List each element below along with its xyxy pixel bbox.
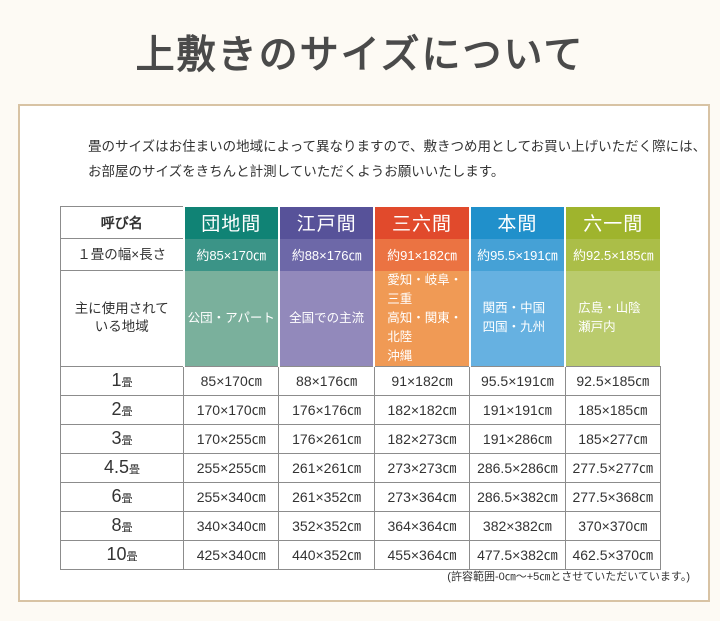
mat-count-number: 4.5: [103, 457, 130, 477]
size-value-cell-3: 182×273㎝: [373, 423, 471, 454]
regions-cell-5: 広島・山陰 瀬戸内: [564, 270, 661, 366]
size-row-3畳: 3畳 170×255㎝ 176×261㎝ 182×273㎝ 191×286㎝ 185×27…: [60, 423, 661, 454]
mat-count-unit: 畳: [121, 493, 133, 505]
mat-width-row-label: １畳の幅×長さ: [60, 238, 184, 271]
mat-count-label: 10畳: [60, 539, 184, 570]
size-value-cell-3: 273×364㎝: [373, 481, 471, 512]
mat-count-label: 1畳: [60, 365, 184, 396]
regions-cell-1: 公団・アパート: [182, 270, 279, 366]
size-value-cell-3: 364×364㎝: [373, 510, 471, 541]
mat-count-label: 6畳: [60, 481, 184, 512]
regions-cell-2: 全国での主流: [277, 270, 375, 366]
size-value-cell-1: 85×170㎝: [182, 365, 280, 396]
mat-width-cell-2: 約88×176㎝: [277, 238, 375, 271]
size-value-cell-3: 91×182㎝: [373, 365, 471, 396]
size-value-cell-1: 170×170㎝: [182, 394, 280, 425]
mat-width-row: １畳の幅×長さ 約85×170㎝ 約88×176㎝ 約91×182㎝ 約95.5×191…: [60, 238, 661, 271]
size-value-cell-2: 261×352㎝: [278, 481, 375, 512]
tatami-size-table: 呼び名 団地間 江戸間 三六間 本間 六一間 １畳の幅×長さ 約85×170㎝ 約88×176…: [60, 206, 661, 570]
size-value-cell-4: 477.5×382㎝: [469, 539, 566, 570]
mat-count-unit: 畳: [121, 522, 133, 534]
mat-width-cell-5: 約92.5×185㎝: [564, 238, 661, 271]
description-text: 畳のサイズはお住まいの地域によって異なりますので、敷きつめ用としてお買い上げいた…: [88, 139, 707, 179]
mat-count-unit: 畳: [121, 377, 133, 389]
mat-count-number: 10: [106, 544, 127, 564]
size-value-cell-4: 286.5×382㎝: [469, 481, 566, 512]
tolerance-footnote: (許容範囲-0㎝～+5㎝とさせていただいています。): [447, 571, 690, 583]
size-row-1畳: 1畳 85×170㎝ 88×176㎝ 91×182㎝ 95.5×191㎝ 92.5×185…: [60, 365, 661, 396]
size-value-cell-1: 170×255㎝: [182, 423, 280, 454]
size-value-cell-1: 425×340㎝: [182, 539, 280, 570]
mat-count-number: 6: [111, 486, 122, 506]
mat-width-cell-3: 約91×182㎝: [373, 238, 470, 271]
size-row-6畳: 6畳 255×340㎝ 261×352㎝ 273×364㎝ 286.5×382㎝ 277.…: [60, 481, 661, 512]
mat-width-cell-1: 約85×170㎝: [182, 238, 279, 271]
size-value-cell-3: 273×273㎝: [373, 452, 471, 483]
size-value-cell-1: 255×340㎝: [182, 481, 280, 512]
size-value-cell-4: 191×286㎝: [469, 423, 566, 454]
size-value-cell-4: 191×191㎝: [469, 394, 566, 425]
size-value-cell-2: 176×261㎝: [278, 423, 375, 454]
size-value-cell-5: 462.5×370㎝: [564, 539, 661, 570]
size-value-cell-4: 95.5×191㎝: [469, 365, 566, 396]
size-value-cell-5: 185×185㎝: [564, 394, 661, 425]
mat-count-label: 2畳: [60, 394, 184, 425]
size-value-cell-2: 440×352㎝: [278, 539, 375, 570]
table-header-row: 呼び名 団地間 江戸間 三六間 本間 六一間: [60, 206, 661, 239]
mat-count-number: 8: [111, 515, 122, 535]
size-row-4.5畳: 4.5畳 255×255㎝ 261×261㎝ 273×273㎝ 286.5×286㎝ 27…: [60, 452, 661, 483]
regions-row: 主に使用されて いる地域 公団・アパート 全国での主流 愛知・岐阜・三重 高知・関東・…: [60, 270, 661, 367]
size-value-cell-5: 277.5×368㎝: [564, 481, 661, 512]
mat-width-cell-4: 約95.5×191㎝: [468, 238, 566, 271]
column-header-1: 団地間: [182, 206, 279, 239]
page-title: 上敷きのサイズについて: [135, 32, 585, 78]
size-value-cell-5: 185×277㎝: [564, 423, 661, 454]
size-value-cell-5: 92.5×185㎝: [564, 365, 661, 396]
mat-count-unit: 畳: [121, 406, 133, 418]
size-value-cell-2: 352×352㎝: [278, 510, 375, 541]
size-value-cell-4: 286.5×286㎝: [469, 452, 566, 483]
size-row-8畳: 8畳 340×340㎝ 352×352㎝ 364×364㎝ 382×382㎝ 370×37…: [60, 510, 661, 541]
size-value-cell-4: 382×382㎝: [469, 510, 566, 541]
column-header-3: 三六間: [373, 206, 470, 239]
size-value-cell-5: 370×370㎝: [564, 510, 661, 541]
mat-count-label: 8畳: [60, 510, 184, 541]
regions-cell-4: 関西・中国 四国・九州: [468, 270, 566, 366]
size-row-2畳: 2畳 170×170㎝ 176×176㎝ 182×182㎝ 191×191㎝ 185×18…: [60, 394, 661, 425]
size-value-cell-3: 182×182㎝: [373, 394, 471, 425]
column-header-4: 本間: [468, 206, 566, 239]
size-row-10畳: 10畳 425×340㎝ 440×352㎝ 455×364㎝ 477.5×382㎝ 462…: [60, 539, 661, 570]
mat-count-number: 1: [111, 370, 122, 390]
size-value-cell-1: 340×340㎝: [182, 510, 280, 541]
regions-cell-3: 愛知・岐阜・三重 高知・関東・北陸 沖縄: [373, 270, 470, 366]
size-value-cell-1: 255×255㎝: [182, 452, 280, 483]
mat-count-label: 3畳: [60, 423, 184, 454]
regions-row-label: 主に使用されて いる地域: [60, 270, 184, 367]
corner-label-cell: 呼び名: [60, 206, 184, 239]
mat-count-unit: 畳: [121, 435, 133, 447]
mat-count-number: 3: [111, 428, 122, 448]
mat-count-label: 4.5畳: [60, 452, 184, 483]
mat-count-unit: 畳: [126, 551, 138, 563]
column-header-5: 六一間: [564, 206, 661, 239]
size-value-cell-5: 277.5×277㎝: [564, 452, 661, 483]
table-body: １畳の幅×長さ 約85×170㎝ 約88×176㎝ 約91×182㎝ 約95.5×191…: [60, 238, 661, 570]
mat-count-unit: 畳: [129, 464, 141, 476]
size-value-cell-2: 88×176㎝: [278, 365, 375, 396]
size-value-cell-2: 176×176㎝: [278, 394, 375, 425]
size-value-cell-3: 455×364㎝: [373, 539, 471, 570]
column-header-2: 江戸間: [277, 206, 375, 239]
content-panel: 畳のサイズはお住まいの地域によって異なりますので、敷きつめ用としてお買い上げいた…: [18, 104, 710, 602]
mat-count-number: 2: [111, 399, 122, 419]
size-value-cell-2: 261×261㎝: [278, 452, 375, 483]
